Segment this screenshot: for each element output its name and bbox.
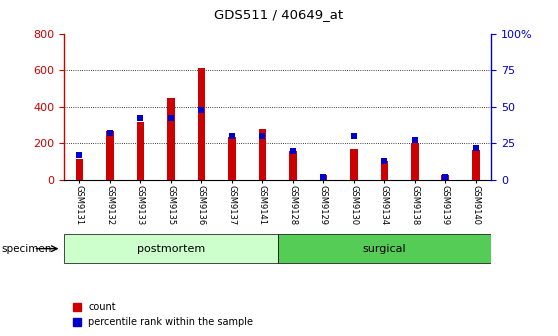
- Point: [228, 133, 237, 138]
- Bar: [381, 162, 388, 180]
- Bar: [75, 159, 83, 180]
- Point: [410, 138, 419, 143]
- Point: [197, 107, 206, 112]
- Text: GSM9130: GSM9130: [349, 185, 358, 225]
- Bar: [411, 143, 418, 180]
- Text: GSM9134: GSM9134: [380, 185, 389, 225]
- Text: GSM9140: GSM9140: [472, 185, 480, 225]
- Text: GSM9133: GSM9133: [136, 185, 145, 226]
- Point: [441, 174, 450, 179]
- Text: GDS511 / 40649_at: GDS511 / 40649_at: [214, 8, 344, 22]
- Bar: [320, 175, 327, 180]
- Point: [136, 116, 145, 121]
- Point: [75, 152, 84, 158]
- Legend: count, percentile rank within the sample: count, percentile rank within the sample: [69, 298, 257, 331]
- Point: [349, 133, 358, 138]
- Text: surgical: surgical: [363, 244, 406, 254]
- Text: specimen: specimen: [1, 244, 51, 254]
- Bar: [106, 131, 114, 180]
- Bar: [167, 97, 175, 180]
- FancyBboxPatch shape: [278, 234, 491, 263]
- Text: GSM9135: GSM9135: [166, 185, 175, 225]
- Point: [319, 174, 328, 179]
- Bar: [228, 137, 235, 180]
- Text: GSM9129: GSM9129: [319, 185, 328, 225]
- Point: [380, 158, 389, 163]
- Point: [105, 130, 114, 136]
- Bar: [258, 129, 266, 180]
- Point: [166, 116, 175, 121]
- Text: GSM9136: GSM9136: [197, 185, 206, 226]
- Text: GSM9131: GSM9131: [75, 185, 84, 225]
- Bar: [198, 68, 205, 180]
- Text: postmortem: postmortem: [137, 244, 205, 254]
- Text: GSM9137: GSM9137: [227, 185, 237, 226]
- Point: [258, 133, 267, 138]
- Point: [288, 148, 297, 153]
- Point: [472, 145, 480, 150]
- Text: GSM9139: GSM9139: [441, 185, 450, 225]
- Text: GSM9128: GSM9128: [288, 185, 297, 225]
- Bar: [137, 122, 144, 180]
- Text: GSM9138: GSM9138: [410, 185, 419, 226]
- Bar: [472, 150, 480, 180]
- Bar: [441, 175, 449, 180]
- Text: GSM9132: GSM9132: [105, 185, 114, 225]
- Bar: [350, 149, 358, 180]
- Text: GSM9141: GSM9141: [258, 185, 267, 225]
- Bar: [289, 151, 297, 180]
- FancyBboxPatch shape: [64, 234, 278, 263]
